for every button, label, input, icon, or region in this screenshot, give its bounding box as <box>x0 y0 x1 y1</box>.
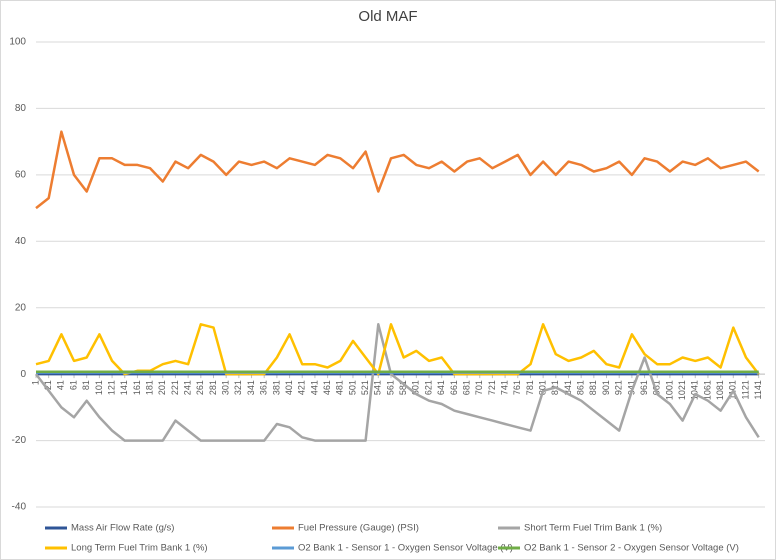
x-tick-label: 941 <box>626 380 636 395</box>
x-tick-label: 761 <box>512 380 522 395</box>
x-tick-label: 441 <box>309 380 319 395</box>
x-tick-label: 301 <box>221 380 231 395</box>
y-tick-label: -40 <box>12 502 27 513</box>
y-tick-label: -20 <box>12 435 27 446</box>
x-tick-label: 101 <box>94 380 104 395</box>
series-line <box>35 130 760 210</box>
x-tick-label: 201 <box>157 380 167 395</box>
x-tick-label: 161 <box>132 380 142 395</box>
y-tick-label: 80 <box>15 103 27 114</box>
x-tick-label: 641 <box>436 380 446 395</box>
x-tick-label: 1121 <box>740 380 750 399</box>
x-tick-label: 681 <box>461 380 471 395</box>
x-tick-label: 1141 <box>753 380 763 399</box>
x-tick-label: 261 <box>195 380 205 395</box>
x-tick-label: 1001 <box>664 380 674 400</box>
x-tick-label: 901 <box>601 380 611 395</box>
x-tick-label: 401 <box>284 380 294 395</box>
x-tick-label: 721 <box>487 380 497 395</box>
x-tick-label: 361 <box>259 380 269 395</box>
x-tick-label: 21 <box>43 380 53 390</box>
x-tick-label: 1081 <box>715 380 725 400</box>
x-tick-label: 601 <box>411 380 421 395</box>
x-tick-label: 961 <box>639 380 649 395</box>
x-tick-label: 541 <box>373 380 383 395</box>
y-tick-label: 20 <box>15 302 27 313</box>
x-tick-label: 241 <box>183 380 193 395</box>
y-tick-label: 0 <box>20 369 26 380</box>
x-tick-label: 781 <box>525 380 535 395</box>
x-tick-label: 801 <box>538 380 548 395</box>
legend-label: O2 Bank 1 - Sensor 1 - Oxygen Sensor Vol… <box>298 543 513 554</box>
x-tick-label: 621 <box>423 380 433 395</box>
x-tick-label: 281 <box>208 380 218 395</box>
y-tick-label: 100 <box>9 37 26 48</box>
x-tick-label: 421 <box>297 380 307 395</box>
x-tick-label: 501 <box>347 380 357 395</box>
x-tick-label: 661 <box>449 380 459 395</box>
x-tick-label: 61 <box>68 380 78 390</box>
x-tick-label: 521 <box>360 380 370 395</box>
x-tick-label: 741 <box>499 380 509 395</box>
series-line <box>35 323 760 442</box>
x-tick-label: 561 <box>385 380 395 395</box>
x-tick-label: 121 <box>106 380 116 395</box>
x-tick-label: 181 <box>144 380 154 395</box>
x-tick-label: 81 <box>81 380 91 390</box>
legend-label: Long Term Fuel Trim Bank 1 (%) <box>71 543 208 554</box>
x-tick-label: 381 <box>271 380 281 395</box>
legend-label: Mass Air Flow Rate (g/s) <box>71 523 174 534</box>
y-tick-label: 40 <box>15 236 27 247</box>
x-tick-label: 341 <box>246 380 256 395</box>
x-tick-label: 481 <box>335 380 345 395</box>
x-tick-label: 1041 <box>690 380 700 400</box>
y-tick-label: 60 <box>15 169 27 180</box>
x-tick-label: 921 <box>614 380 624 395</box>
x-tick-label: 1021 <box>677 380 687 400</box>
series-line <box>35 323 760 376</box>
x-tick-label: 861 <box>576 380 586 395</box>
chart-title: Old MAF <box>358 8 417 25</box>
x-tick-label: 981 <box>652 380 662 395</box>
legend-label: O2 Bank 1 - Sensor 2 - Oxygen Sensor Vol… <box>524 543 739 554</box>
x-tick-label: 141 <box>119 380 129 395</box>
legend-label: Fuel Pressure (Gauge) (PSI) <box>298 523 419 534</box>
x-tick-label: 1 <box>30 380 40 385</box>
x-tick-label: 321 <box>233 380 243 395</box>
x-tick-label: 41 <box>56 380 66 390</box>
x-tick-label: 221 <box>170 380 180 395</box>
legend-label: Short Term Fuel Trim Bank 1 (%) <box>524 523 662 534</box>
x-tick-label: 881 <box>588 380 598 395</box>
x-tick-label: 581 <box>398 380 408 395</box>
x-tick-label: 461 <box>322 380 332 395</box>
x-tick-label: 841 <box>563 380 573 395</box>
x-tick-label: 1061 <box>702 380 712 400</box>
x-tick-label: 701 <box>474 380 484 395</box>
